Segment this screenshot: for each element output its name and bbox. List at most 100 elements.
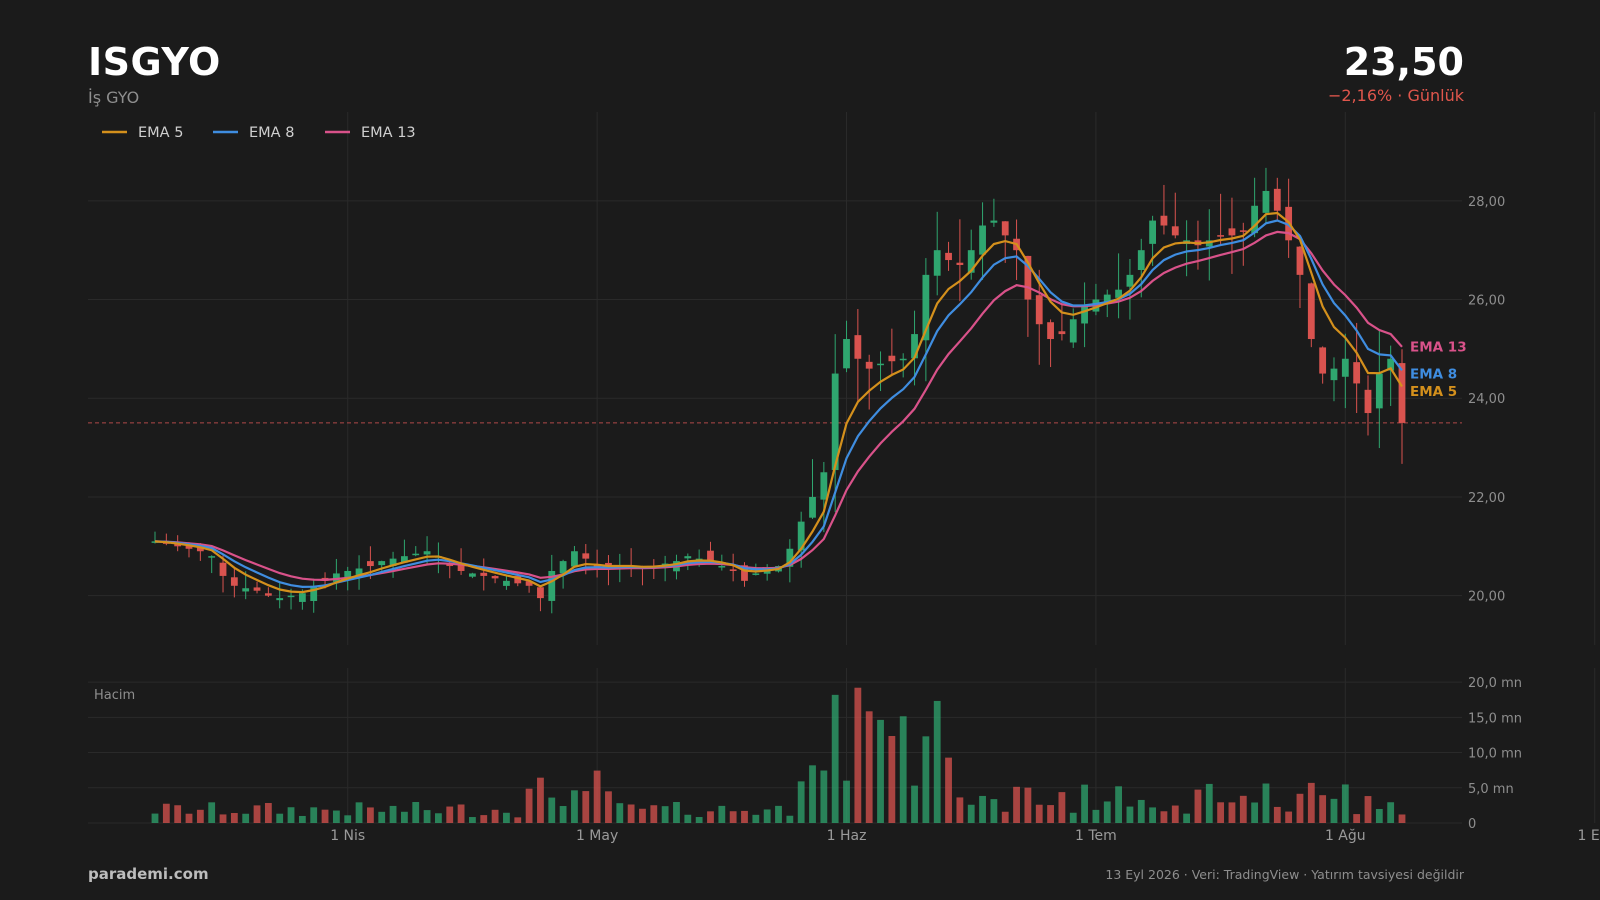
- candle-body: [1069, 319, 1077, 343]
- volume-bar: [174, 805, 182, 823]
- volume-bar: [287, 807, 295, 823]
- candle-body: [718, 566, 726, 568]
- volume-bar: [1217, 802, 1225, 823]
- volume-bar: [1126, 806, 1134, 823]
- candle-body: [854, 335, 862, 359]
- volume-bar: [1160, 811, 1168, 823]
- volume-bar: [967, 804, 975, 823]
- brand-logo-text[interactable]: parademi.com: [88, 865, 209, 883]
- price-tick-label: 22,00: [1468, 491, 1505, 506]
- volume-bar: [582, 791, 590, 823]
- candle-body: [196, 545, 204, 552]
- volume-bar: [1364, 796, 1372, 823]
- candle-body: [1353, 362, 1361, 384]
- volume-bar: [673, 802, 680, 823]
- volume-bar: [503, 812, 510, 823]
- volume-bar: [525, 788, 533, 823]
- volume-bar: [276, 813, 284, 823]
- volume-bar: [435, 813, 442, 823]
- volume-bar: [1228, 802, 1236, 823]
- volume-bar: [797, 781, 805, 823]
- volume-bar: [1205, 783, 1213, 823]
- volume-bar: [1330, 798, 1338, 823]
- volume-bar: [775, 805, 782, 823]
- candle-body: [933, 250, 941, 276]
- x-tick-label: 1 Tem: [1075, 828, 1117, 844]
- candle-body: [1296, 246, 1304, 275]
- ema-end-label: EMA 8: [1410, 367, 1457, 383]
- volume-tick-label: 10,0 mn: [1468, 747, 1522, 762]
- company-name: İş GYO: [88, 88, 140, 107]
- volume-bar: [196, 809, 204, 823]
- candle-body: [1160, 215, 1168, 226]
- volume-bar: [729, 811, 737, 823]
- volume-label: Hacim: [94, 688, 135, 703]
- volume-bar: [423, 810, 431, 823]
- candle-body: [571, 551, 578, 567]
- candle-body: [1047, 322, 1054, 340]
- ticker-symbol: ISGYO: [88, 40, 221, 84]
- volume-bar: [366, 807, 374, 823]
- candle-body: [1217, 235, 1225, 237]
- candle-body: [582, 553, 590, 559]
- ema-lines: [154, 211, 1403, 594]
- volume-bar: [1375, 808, 1383, 823]
- candle-body: [1398, 363, 1406, 423]
- candle-body: [412, 553, 420, 556]
- volume-bar: [661, 806, 669, 823]
- volume-bar: [1001, 811, 1009, 823]
- volume-bar: [491, 809, 499, 823]
- candle-body: [956, 262, 964, 265]
- volume-bar: [741, 810, 748, 823]
- candle-body: [548, 570, 556, 601]
- candle-body: [1149, 220, 1157, 244]
- candle-body: [786, 548, 794, 567]
- candle-body: [1239, 230, 1247, 232]
- price-tick-label: 28,00: [1468, 195, 1505, 210]
- candle-body: [344, 570, 352, 578]
- price-tick-label: 26,00: [1468, 294, 1505, 309]
- candle-body: [366, 561, 374, 567]
- candle-body: [865, 361, 873, 369]
- volume-bar: [684, 814, 692, 823]
- volume-bar: [820, 770, 828, 823]
- volume-bars: [151, 687, 1406, 823]
- volume-bar: [1398, 814, 1406, 823]
- volume-bar: [1194, 789, 1202, 823]
- volume-bar: [1069, 812, 1077, 823]
- volume-bar: [911, 785, 918, 823]
- volume-bar: [1273, 806, 1281, 823]
- candle-body: [537, 587, 544, 599]
- volume-bar: [1081, 784, 1088, 823]
- candle-body: [990, 220, 998, 223]
- candle-body: [1115, 289, 1122, 298]
- candle-body: [888, 355, 896, 362]
- volume-bar: [310, 807, 318, 823]
- candle-body: [446, 564, 454, 567]
- candle-body: [1251, 205, 1259, 234]
- price-tick-label: 20,00: [1468, 590, 1505, 605]
- candle-body: [877, 363, 884, 366]
- volume-bar: [1285, 811, 1293, 823]
- volume-bar: [230, 813, 238, 823]
- candle-body: [1024, 255, 1032, 300]
- candle-body: [1375, 373, 1383, 409]
- candle-body: [1364, 389, 1372, 414]
- volume-bar: [1239, 795, 1247, 823]
- ema5-line: [154, 211, 1403, 594]
- candle-body: [1001, 221, 1009, 236]
- volume-bar: [1387, 802, 1395, 823]
- volume-bar: [469, 817, 476, 823]
- current-price: 23,50: [1343, 40, 1464, 84]
- volume-bar: [446, 806, 454, 823]
- candle-body: [707, 550, 714, 562]
- volume-bar: [922, 736, 930, 823]
- volume-bar: [763, 809, 771, 823]
- candle-body: [1081, 304, 1088, 324]
- candle-body: [400, 556, 408, 563]
- volume-bar: [264, 803, 272, 823]
- x-tick-label: 1 Haz: [827, 828, 867, 844]
- volume-bar: [1353, 814, 1361, 823]
- volume-bar: [1307, 782, 1315, 823]
